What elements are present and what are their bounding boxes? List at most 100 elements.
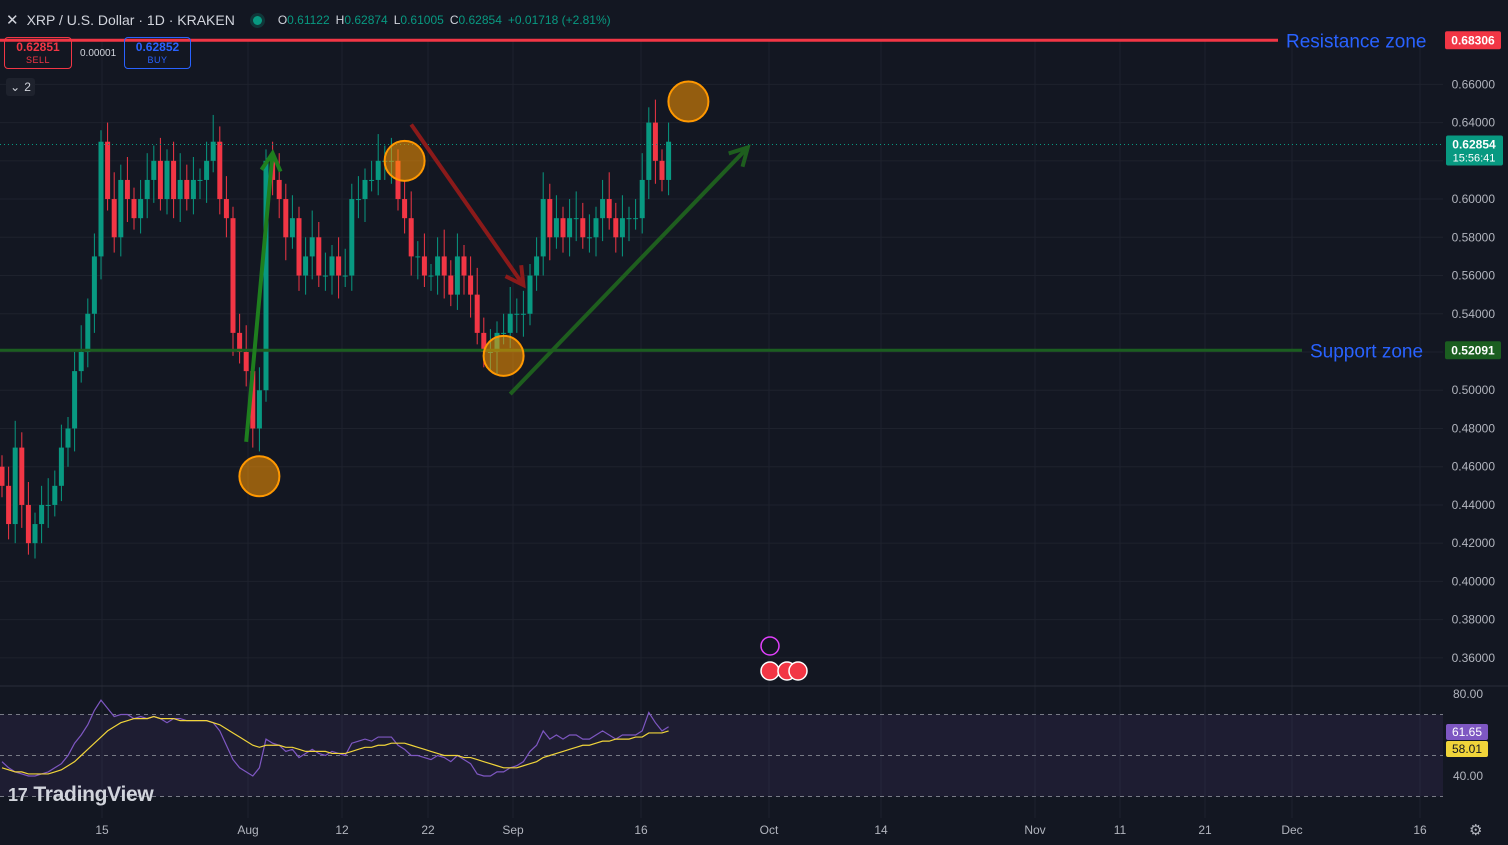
candle-body [303,256,309,276]
candle-body [567,218,573,238]
x-tick-label: Oct [760,823,779,837]
x-tick-label: Sep [502,823,524,837]
candle-body [639,179,645,219]
candle-body [613,218,619,238]
high-key: H [335,13,345,27]
y-tick-label: 0.66000 [1452,77,1496,91]
y-tick-label: 0.50000 [1452,383,1496,397]
pivot-circle [482,334,525,377]
x-tick-label: Nov [1024,823,1045,837]
y-tick-label: 0.58000 [1452,230,1496,244]
low-value: 0.61005 [400,13,444,27]
candle-body [151,160,157,180]
candle-body [184,179,190,200]
level-price-tag [1445,31,1501,50]
candle-body [197,179,203,181]
candle-body [12,447,18,525]
open-key: O [277,13,288,27]
indicator-count: 2 [24,80,31,94]
x-tick-label: 21 [1198,823,1212,837]
candle-body [448,275,454,295]
candle-body [72,371,78,429]
last-price-tag [1446,135,1503,166]
candle-body [256,390,262,429]
candle-body [98,141,104,257]
resistance-label: Resistance zone [1286,31,1426,52]
candle-body [435,256,441,276]
candle-body [547,199,553,238]
candle-body [454,256,460,295]
trend-arrow-head [504,264,526,289]
candle-body [309,237,315,257]
x-tick-label: 12 [335,823,349,837]
trend-arrow-head [728,144,751,168]
candle-body [600,199,606,219]
trend-arrow-head [259,149,283,173]
candle-body [276,179,282,200]
close-icon[interactable]: ✕ [6,12,19,29]
candle-body [501,332,507,334]
candle-body [355,199,361,201]
candle-body [560,218,566,238]
candle-body [593,218,599,238]
sell-button[interactable]: 0.62851 SELL [4,37,72,69]
candle-body [534,256,540,276]
candle-body [124,179,130,200]
pivot-circle [238,455,281,498]
candle-body [263,160,269,391]
candle-body [296,218,302,276]
symbol-title[interactable]: XRP / U.S. Dollar · 1D · KRAKEN [26,12,235,28]
candle-body [111,199,117,238]
candle-body [375,160,381,180]
y-tick-label: 0.48000 [1452,421,1496,435]
high-value: 0.62874 [344,13,388,27]
y-tick-label: 0.36000 [1452,651,1496,665]
candle-body [415,256,421,258]
y-tick-label: 0.42000 [1452,536,1496,550]
tradingview-mark-icon: 17 [8,784,28,805]
candle-body [289,218,295,238]
candle-body [164,160,170,200]
trend-arrow-line [244,152,275,443]
us-event-icon [788,661,808,681]
tradingview-logo: 17 TradingView [8,783,154,807]
candle-body [659,160,665,180]
candle-body [606,199,612,219]
candle-body [204,160,210,180]
open-value: 0.61122 [287,13,330,27]
x-tick-label: 14 [874,823,888,837]
candle-body [65,428,71,448]
market-status-icon [252,15,262,25]
x-tick-label: Aug [237,823,258,837]
candle-body [144,179,150,200]
close-key: C [449,13,459,27]
candle-body [626,218,632,220]
x-tick-label: 11 [1114,823,1127,837]
y-tick-label: 0.38000 [1452,613,1496,627]
candle-body [540,199,546,257]
candle-body [507,313,513,333]
x-tick-label: 16 [634,823,648,837]
rsi-ma-value-tag [1446,741,1488,757]
candle-body [369,179,375,181]
candle-body [177,179,183,200]
candle-body [652,122,658,161]
candle-body [619,218,625,238]
y-tick-label: 0.40000 [1452,574,1496,588]
candle-body [408,218,414,257]
candle-body [461,256,467,276]
rsi-line [1,699,669,777]
indicator-collapse-button[interactable]: ⌄ 2 [6,78,35,96]
candle-body [520,313,526,315]
candle-body [190,179,196,200]
candle-body [250,371,256,429]
candle-body [336,256,342,276]
close-value: 0.62854 [458,13,502,27]
candle-body [633,218,639,220]
candle-body [322,275,328,277]
buy-button[interactable]: 0.62852 BUY [124,37,191,69]
candle-body [329,256,335,276]
gear-icon[interactable]: ⚙ [1469,822,1483,839]
candle-body [6,485,12,525]
